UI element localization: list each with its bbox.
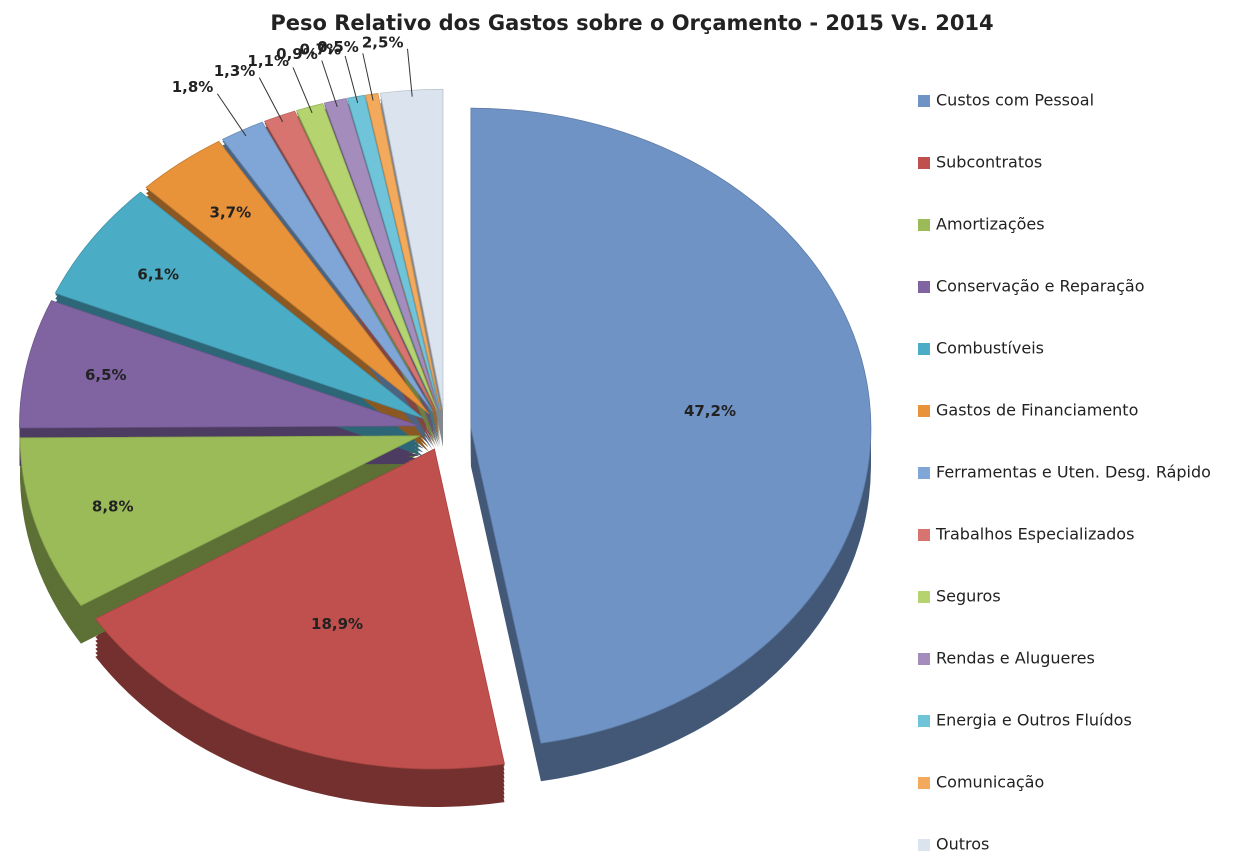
legend-label: Subcontratos <box>936 153 1042 172</box>
data-label: 6,1% <box>137 266 179 284</box>
slice <box>145 140 430 414</box>
data-label: 18,9% <box>311 615 363 633</box>
legend-swatch <box>918 157 930 169</box>
data-label: 0,5% <box>317 38 359 56</box>
slices <box>19 88 872 770</box>
legend-label: Gastos de Financiamento <box>936 401 1138 420</box>
data-label: 47,2% <box>684 402 736 420</box>
legend-label: Trabalhos Especializados <box>935 525 1134 544</box>
legend-swatch <box>918 591 930 603</box>
legend-swatch <box>918 715 930 727</box>
legend-label: Conservação e Reparação <box>936 277 1145 296</box>
data-label: 1,3% <box>214 62 256 80</box>
chart-title: Peso Relativo dos Gastos sobre o Orçamen… <box>270 11 993 35</box>
data-label: 6,5% <box>85 366 127 384</box>
legend-label: Custos com Pessoal <box>936 91 1094 110</box>
slice <box>94 448 505 770</box>
leader-line <box>344 55 359 104</box>
slice <box>54 191 424 419</box>
legend-label: Rendas e Alugueres <box>936 649 1095 668</box>
legend-label: Ferramentas e Uten. Desg. Rápido <box>936 463 1211 482</box>
leader-line <box>258 77 284 123</box>
leader-line <box>321 60 338 108</box>
legend-swatch <box>918 777 930 789</box>
slice <box>470 107 872 744</box>
slice <box>19 300 420 429</box>
legend-swatch <box>918 95 930 107</box>
legend-swatch <box>918 653 930 665</box>
legend-swatch <box>918 467 930 479</box>
legend-swatch <box>918 839 930 851</box>
slice <box>19 435 421 607</box>
legend-label: Outros <box>936 835 989 854</box>
legend-swatch <box>918 219 930 231</box>
legend-label: Combustíveis <box>936 339 1044 358</box>
leader-line <box>216 93 247 137</box>
legend-swatch <box>918 343 930 355</box>
data-label: 0,7% <box>300 41 342 59</box>
legend-label: Seguros <box>936 587 1001 606</box>
data-label: 0,9% <box>276 45 318 63</box>
legend: Custos com Pessoal Subcontratos Amortizaçõ… <box>918 91 1211 854</box>
leader-line <box>292 67 313 114</box>
data-label: 2,5% <box>362 33 404 51</box>
data-label: 1,8% <box>172 78 214 96</box>
legend-swatch <box>918 281 930 293</box>
legend-label: Amortizações <box>936 215 1045 234</box>
leader-line <box>406 48 413 97</box>
data-label: 8,8% <box>92 498 134 516</box>
legend-swatch <box>918 529 930 541</box>
leader-line <box>362 53 374 101</box>
legend-label: Energia e Outros Fluídos <box>936 711 1132 730</box>
data-label: 3,7% <box>210 203 252 221</box>
labels: 47,2%18,9%8,8%6,5%6,1%3,7%1,8%1,3%1,1%0,… <box>85 33 736 633</box>
legend-label: Comunicação <box>936 773 1044 792</box>
data-label: 1,1% <box>247 52 289 70</box>
legend-swatch <box>918 405 930 417</box>
